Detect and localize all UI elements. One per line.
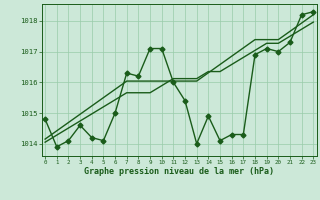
X-axis label: Graphe pression niveau de la mer (hPa): Graphe pression niveau de la mer (hPa)	[84, 167, 274, 176]
